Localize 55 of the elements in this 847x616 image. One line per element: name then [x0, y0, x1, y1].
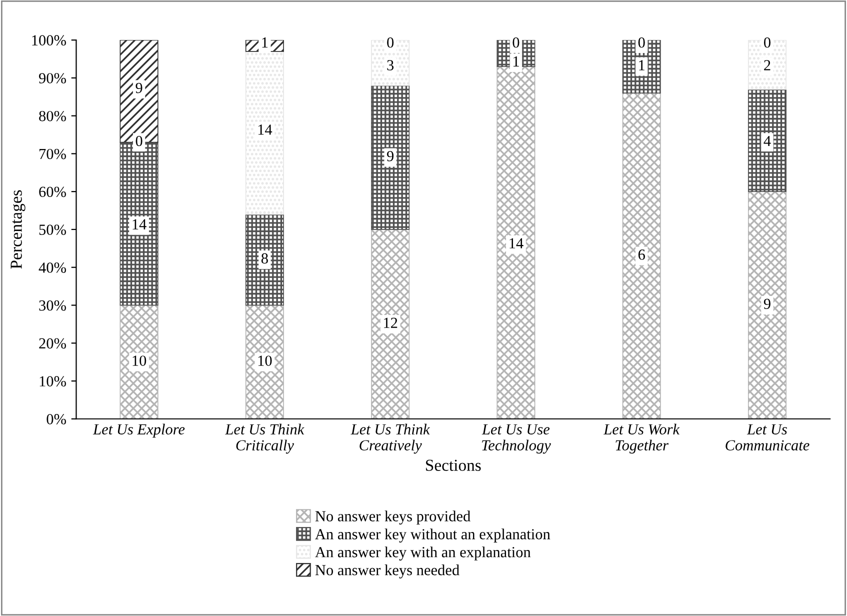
annotation: 1: [513, 56, 519, 66]
annotation: 0: [512, 37, 520, 48]
y-tick-label: 70%: [40, 148, 66, 160]
bar: [245, 50, 284, 215]
bar: [622, 92, 661, 419]
y-tick-label: 40%: [38, 262, 66, 273]
bar: [371, 229, 410, 419]
bar: [120, 304, 158, 419]
y-tick-label: 50%: [39, 224, 66, 235]
bar: [748, 88, 787, 192]
y-axis-title: Percentages: [10, 190, 26, 269]
x-tick-label: Let Us Communicate: [726, 424, 810, 450]
annotation: 0: [136, 136, 142, 146]
x-axis-title: Sections: [426, 460, 481, 471]
y-tick-label: 100%: [32, 35, 66, 46]
bar: [748, 191, 787, 419]
legend-label: An answer key with an explanation: [315, 546, 531, 560]
x-tick-label: Let Us Think Creatively: [350, 424, 430, 454]
x-tick-label: Let Us Explore: [92, 424, 185, 438]
annotation: 9: [764, 298, 770, 310]
y-tick-label: 30%: [39, 300, 66, 311]
x-tick-label: Let Us Work Together: [604, 424, 680, 454]
annotation: 9: [387, 151, 394, 162]
annotation: 0: [764, 37, 770, 48]
x-tick-label: Let Us Think Critically: [225, 424, 304, 454]
annotation: 1: [262, 37, 268, 48]
annotation: 9: [136, 82, 142, 94]
bar: [496, 66, 536, 419]
y-tick-label: 0%: [46, 414, 66, 424]
legend-label: An answer key without an explanation: [315, 528, 550, 542]
annotation: 14: [258, 124, 272, 135]
annotation: 0: [638, 37, 645, 48]
annotation: 1: [639, 60, 645, 70]
annotation: 14: [132, 219, 146, 230]
y-tick-label: 20%: [39, 338, 66, 349]
bar: [371, 85, 410, 230]
annotation: 4: [764, 136, 771, 146]
annotation: 10: [258, 356, 272, 366]
bar: [245, 214, 284, 306]
y-tick-label: 60%: [39, 186, 66, 198]
legend-label: No answer keys provided: [315, 510, 470, 525]
legend-label: No answer keys needed: [315, 564, 460, 578]
annotation: 14: [510, 238, 524, 248]
y-tick-label: 10%: [40, 376, 66, 386]
annotation: 6: [638, 250, 645, 260]
annotation: 3: [387, 60, 394, 70]
annotation: 2: [764, 60, 770, 70]
annotation: 8: [261, 253, 268, 264]
x-tick-label: Let Us Use Technology: [482, 424, 551, 454]
y-tick-label: 80%: [39, 110, 66, 122]
y-tick-label: 90%: [38, 73, 66, 84]
annotation: 0: [387, 37, 394, 48]
annotation: 12: [384, 318, 398, 328]
annotation: 10: [132, 356, 146, 366]
bar: [245, 304, 284, 419]
